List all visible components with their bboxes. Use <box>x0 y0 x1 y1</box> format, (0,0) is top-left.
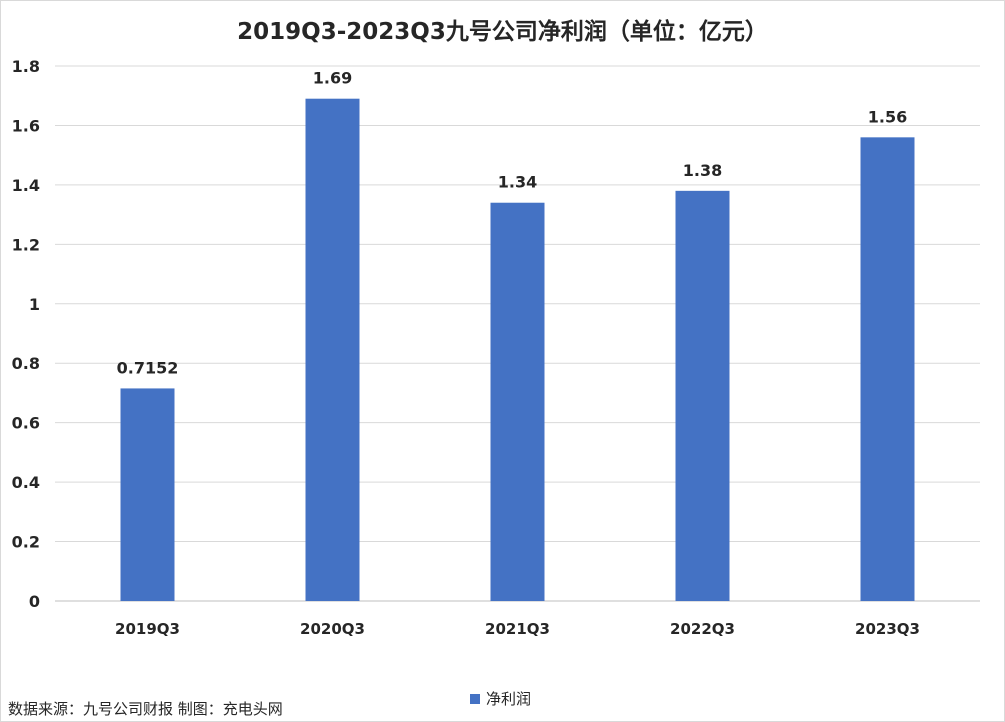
y-tick-label: 0.4 <box>12 473 40 492</box>
y-tick-label: 0.2 <box>12 533 40 552</box>
x-tick-label: 2019Q3 <box>115 620 180 638</box>
y-tick-label: 0 <box>29 592 40 611</box>
data-labels: 0.7152 1.69 1.34 1.38 1.56 <box>117 69 908 378</box>
x-tick-label: 2022Q3 <box>670 620 735 638</box>
bar <box>305 98 360 601</box>
bar <box>675 190 730 602</box>
data-label: 1.69 <box>313 69 352 88</box>
legend-swatch <box>470 693 480 704</box>
y-tick-label: 1.8 <box>12 57 40 76</box>
legend: 净利润 <box>470 688 531 709</box>
x-axis-ticks: 2019Q3 2020Q3 2021Q3 2022Q3 2023Q3 <box>115 620 920 638</box>
source-note: 数据来源：九号公司财报 制图：充电头网 <box>8 700 283 718</box>
legend-label: 净利润 <box>486 690 532 708</box>
x-tick-label: 2023Q3 <box>855 620 920 638</box>
bar <box>490 202 545 601</box>
y-tick-label: 1 <box>29 295 40 314</box>
data-label: 1.34 <box>498 173 537 192</box>
bars <box>120 98 915 602</box>
x-tick-label: 2020Q3 <box>300 620 365 638</box>
y-axis-ticks: 0 0.2 0.4 0.6 0.8 1 1.2 1.4 1.6 1.8 <box>12 57 40 611</box>
y-tick-label: 0.8 <box>12 354 40 373</box>
data-label: 1.38 <box>683 161 722 180</box>
y-tick-label: 1.4 <box>12 176 40 195</box>
x-tick-label: 2021Q3 <box>485 620 550 638</box>
data-label: 1.56 <box>868 107 907 126</box>
data-label: 0.7152 <box>117 358 179 377</box>
y-tick-label: 1.6 <box>12 116 40 135</box>
bar <box>120 388 175 601</box>
y-tick-label: 1.2 <box>12 235 40 254</box>
bar <box>860 137 915 602</box>
y-tick-label: 0.6 <box>12 414 40 433</box>
chart-title: 2019Q3-2023Q3九号公司净利润（单位：亿元） <box>237 19 768 45</box>
